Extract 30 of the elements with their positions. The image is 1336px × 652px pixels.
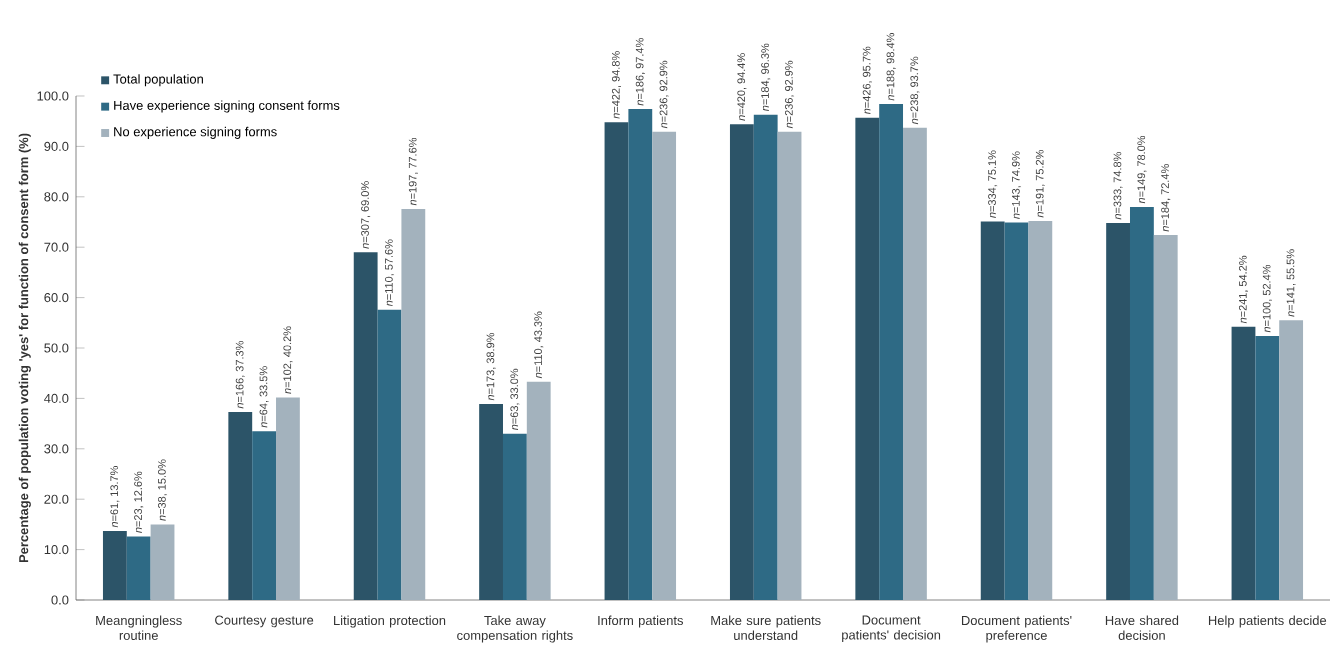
bar <box>1129 206 1154 600</box>
bar <box>628 109 653 600</box>
bar <box>150 524 175 600</box>
bar <box>903 127 927 600</box>
bar <box>604 122 629 600</box>
bar <box>502 433 527 600</box>
bar <box>479 403 503 600</box>
bar <box>652 131 677 600</box>
bar <box>855 117 880 600</box>
bar <box>102 530 127 600</box>
bar <box>526 381 551 600</box>
bar <box>377 309 402 600</box>
bar <box>401 208 426 600</box>
bar <box>126 536 151 600</box>
bar <box>980 221 1005 600</box>
bar <box>1004 222 1029 600</box>
bar <box>1153 235 1178 600</box>
bar <box>1231 326 1256 600</box>
bar <box>753 114 778 600</box>
bar <box>1028 220 1053 600</box>
bar <box>729 124 754 600</box>
bar <box>777 131 802 600</box>
bar <box>276 397 300 600</box>
bar <box>1279 320 1304 600</box>
bar <box>353 252 378 600</box>
bar <box>879 104 904 600</box>
bar <box>1106 223 1130 600</box>
bar <box>228 412 253 600</box>
bar <box>252 431 277 600</box>
bar <box>1255 335 1280 600</box>
